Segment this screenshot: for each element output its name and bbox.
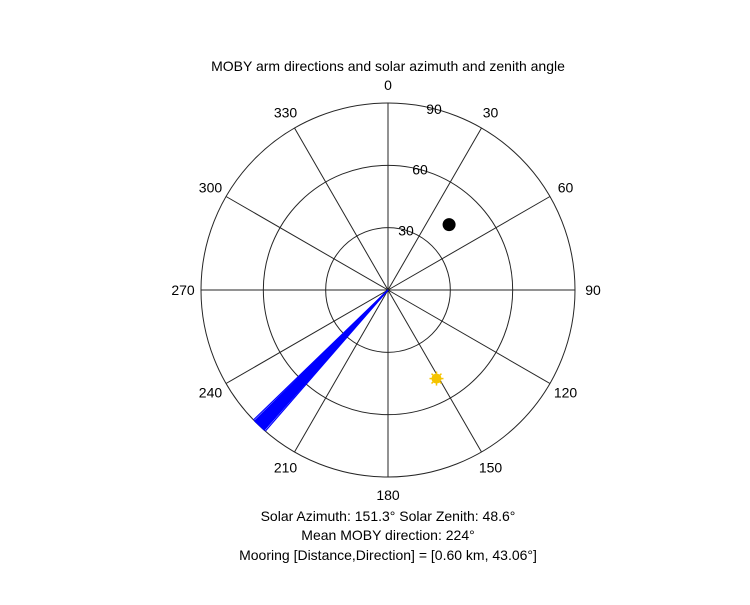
ring-60 [262, 164, 514, 416]
sun-marker [429, 371, 444, 386]
moby-arm-line [253, 289, 389, 421]
spoke-240 [225, 289, 389, 384]
ring-90 [200, 102, 576, 478]
radial-tick-label: 30 [398, 222, 414, 238]
angle-tick-label: 270 [171, 282, 195, 298]
chart-title: MOBY arm directions and solar azimuth an… [211, 58, 565, 74]
angle-tick-label: 180 [376, 487, 400, 503]
angle-tick-label: 120 [554, 385, 578, 401]
angle-tick-label: 330 [274, 104, 298, 120]
angle-tick-label: 30 [483, 104, 499, 120]
ring-30 [325, 227, 451, 353]
angle-tick-label: 150 [479, 460, 503, 476]
polar-grid [200, 102, 576, 478]
moby-direction-caption: Mean MOBY direction: 224° [301, 527, 475, 543]
solar-angles-caption: Solar Azimuth: 151.3° Solar Zenith: 48.6… [260, 508, 516, 524]
spoke-60 [387, 196, 551, 291]
spoke-30 [387, 127, 482, 291]
angle-tick-label: 90 [585, 282, 601, 298]
angle-tick-label: 300 [199, 180, 223, 196]
series-layer [253, 218, 456, 432]
spoke-120 [387, 289, 551, 384]
sun-disc [431, 373, 442, 384]
spoke-150 [387, 289, 482, 453]
angle-tick-label: 60 [558, 180, 574, 196]
angle-tick-label: 240 [199, 385, 223, 401]
tick-labels: 0 30 60 90 120 150 180 210 240 270 300 330 30 60 90 [171, 77, 601, 503]
angle-tick-label: 0 [384, 77, 392, 93]
mooring-marker [442, 218, 456, 232]
radial-tick-label: 60 [412, 162, 428, 178]
angle-tick-label: 210 [274, 460, 298, 476]
mooring-caption: Mooring [Distance,Direction] = [0.60 km,… [239, 547, 537, 563]
spoke-300 [225, 196, 389, 291]
spoke-210 [294, 289, 389, 453]
spoke-330 [294, 127, 389, 291]
radial-tick-label: 90 [426, 101, 442, 117]
